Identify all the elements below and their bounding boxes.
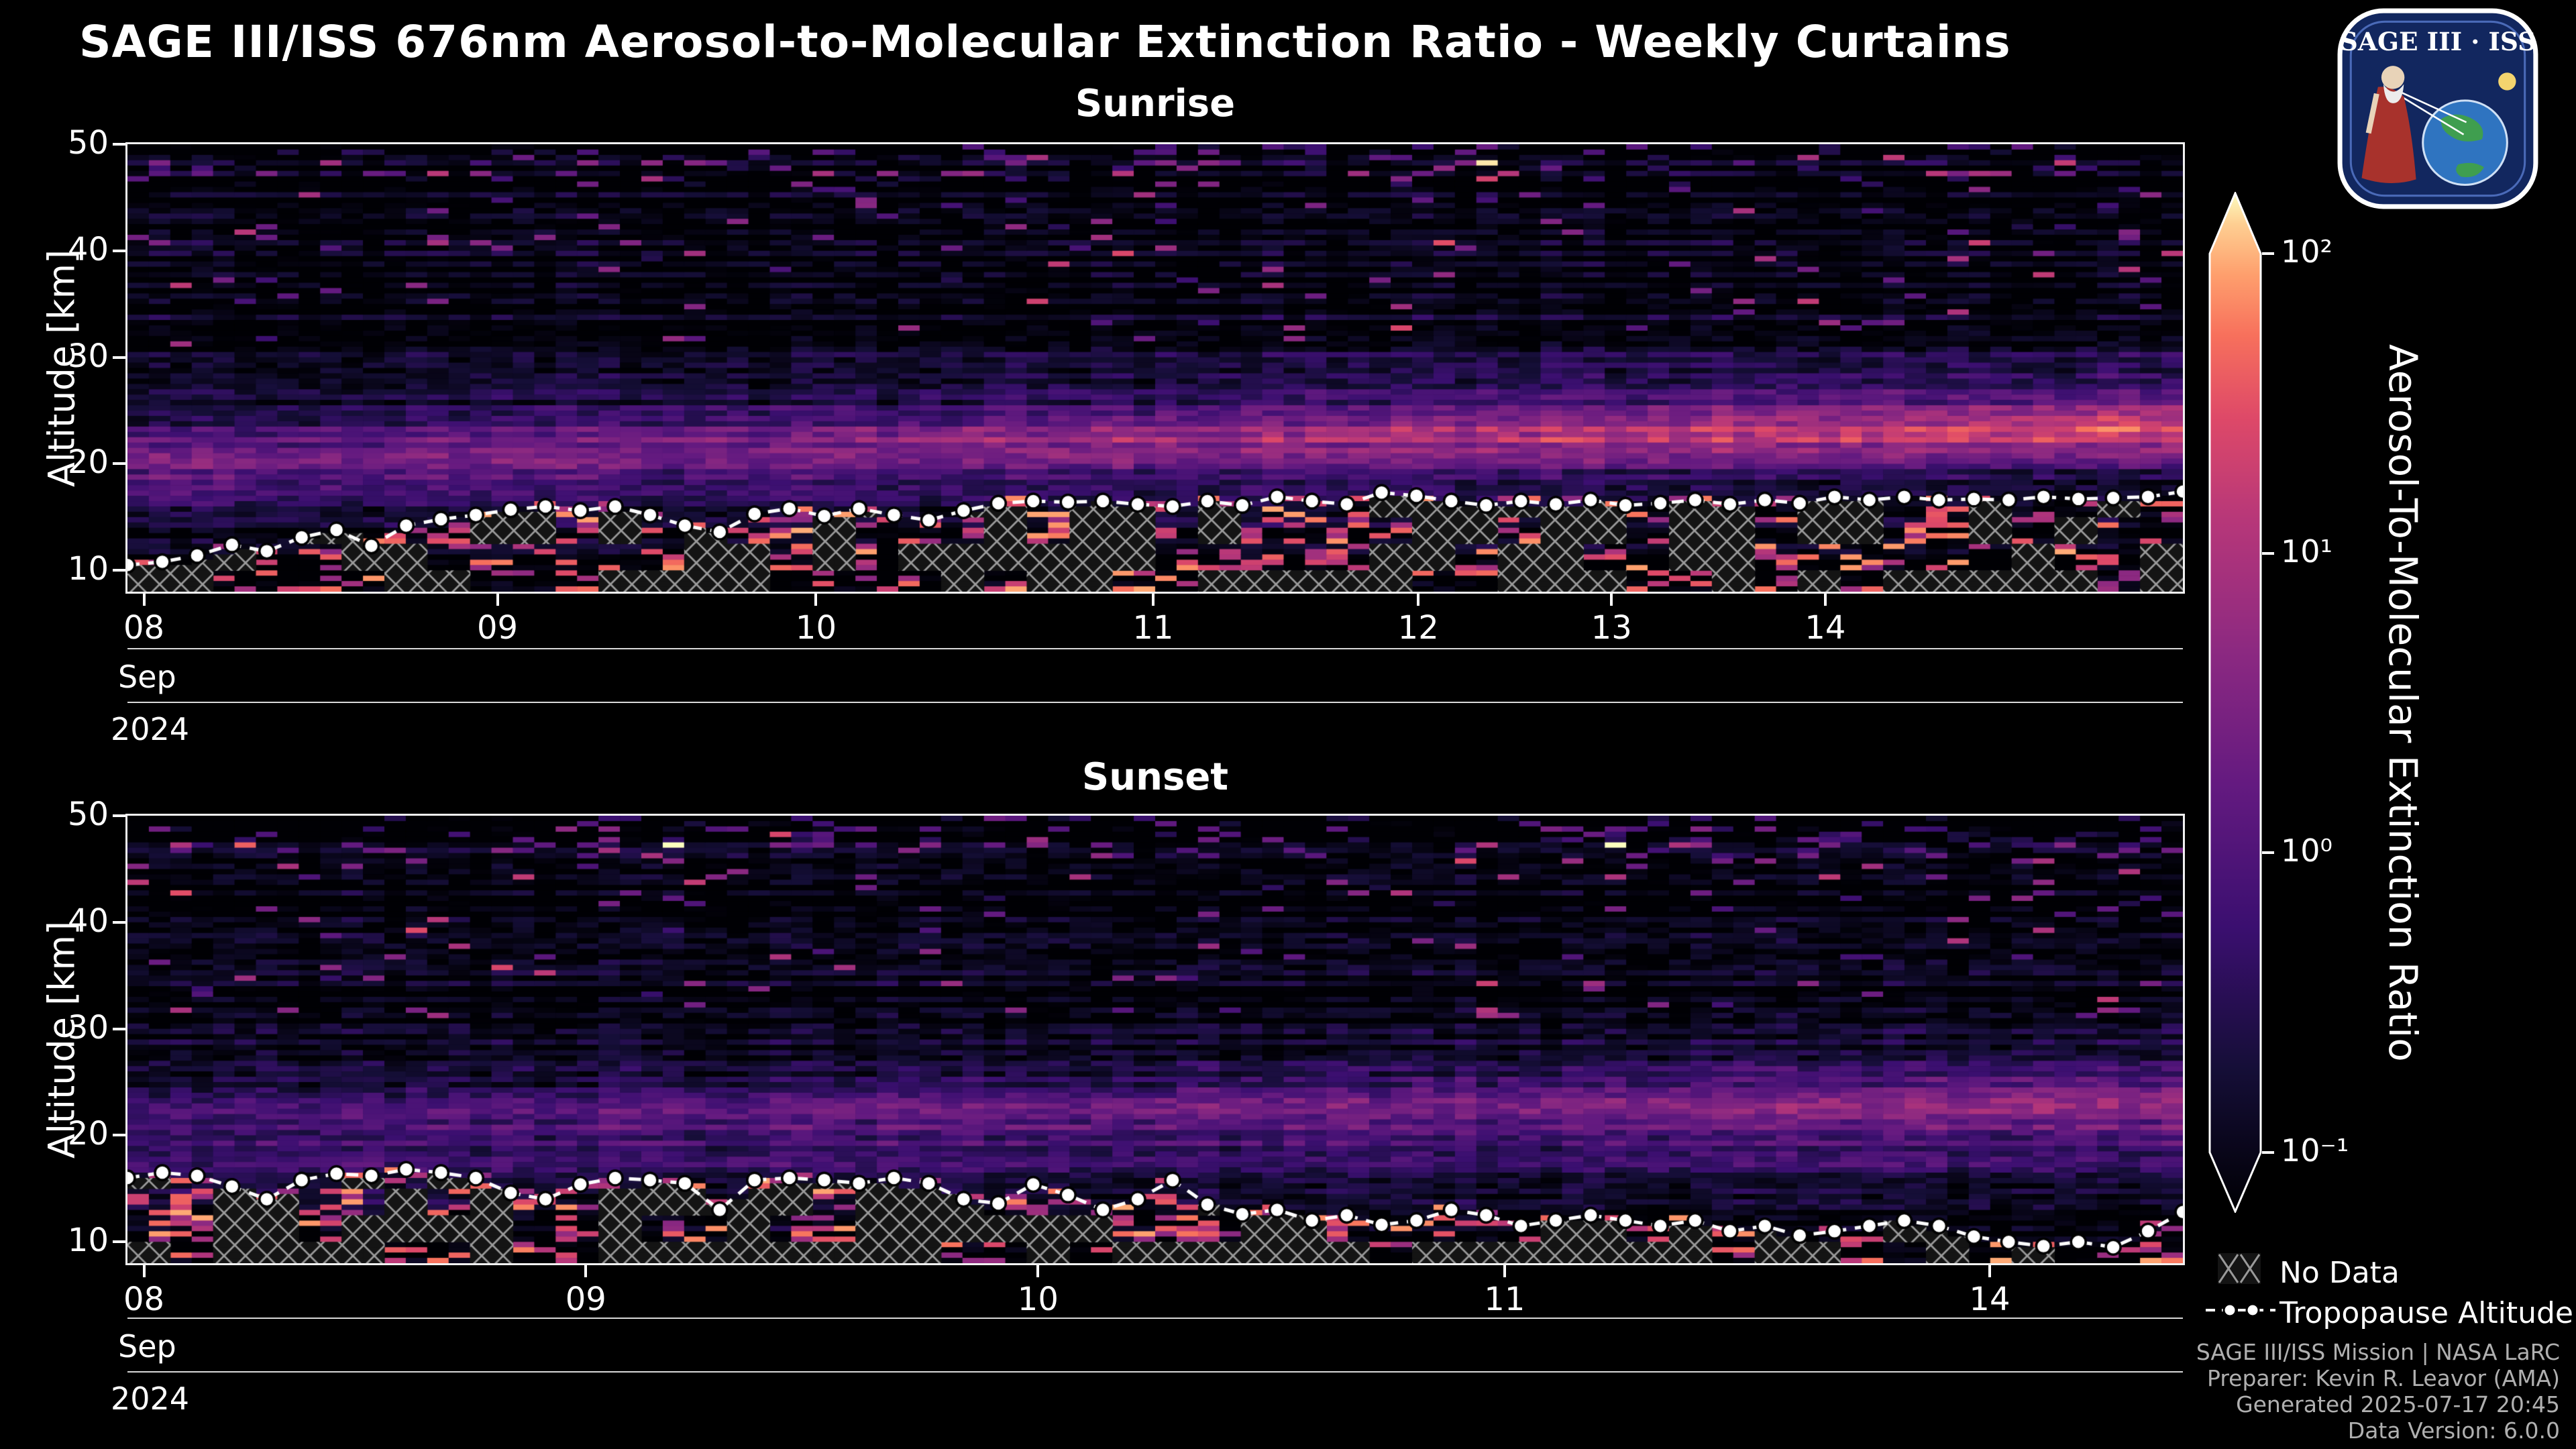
logo-figure-head (2381, 66, 2405, 89)
logo-earth-land (2440, 114, 2483, 142)
x-tick-label: 12 (1397, 609, 1439, 647)
x-tick-mark (584, 1265, 588, 1277)
colorbar-tick-label: 10² (2281, 233, 2332, 270)
y-tick-mark (113, 920, 125, 924)
logo-earth-land2 (2456, 162, 2484, 178)
y-tick-label: 30 (67, 1008, 109, 1046)
x-tick-mark (1610, 594, 1613, 606)
x-tick-mark (1823, 594, 1827, 606)
sunset-heatmap-canvas (125, 814, 2185, 1265)
credit-line: SAGE III/ISS Mission | NASA LaRC (2196, 1339, 2560, 1365)
colorbar-tick-label: 10⁰ (2281, 833, 2332, 869)
x-tick-mark (814, 594, 818, 606)
x-tick-mark (1036, 1265, 1040, 1277)
logo-title: SAGE III · ISS (2340, 27, 2536, 56)
y-tick-label: 40 (67, 902, 109, 940)
x-tick-label: 09 (565, 1281, 606, 1318)
credit-line: Data Version: 6.0.0 (2347, 1417, 2560, 1444)
y-tick-mark (113, 143, 125, 146)
y-tick-mark (113, 814, 125, 817)
x-tick-mark (1988, 1265, 1991, 1277)
y-tick-label: 50 (67, 124, 109, 162)
x-tick-mark (1417, 594, 1420, 606)
y-tick-mark (113, 462, 125, 466)
x-tick-mark (142, 594, 146, 606)
x-tick-label: 09 (476, 609, 519, 647)
y-tick-mark (113, 356, 125, 359)
date-axis-line (127, 1371, 2183, 1373)
x-tick-mark (496, 594, 499, 606)
colorbar (2208, 192, 2262, 1213)
date-axis-line (127, 648, 2183, 649)
page-title: SAGE III/ISS 676nm Aerosol-to-Molecular … (79, 16, 2011, 68)
colorbar-tick-mark (2262, 252, 2274, 255)
y-tick-mark (113, 249, 125, 252)
x-tick-mark (142, 1265, 146, 1277)
no-data-legend-label: No Data (2279, 1256, 2400, 1290)
x-tick-label: 10 (795, 609, 837, 647)
x-tick-label: 14 (1969, 1281, 2010, 1318)
x-tick-label: 11 (1484, 1281, 1525, 1318)
logo-earth-rim (2422, 99, 2508, 186)
y-tick-mark (113, 1240, 125, 1244)
x-tick-label: 10 (1017, 1281, 1059, 1318)
tropopause-legend-label: Tropopause Altitude (2279, 1296, 2574, 1330)
colorbar-tick-label: 10¹ (2281, 533, 2332, 570)
date-axis-line (127, 1318, 2183, 1319)
colorbar-tick-mark (2262, 551, 2274, 555)
date-axis-line (127, 702, 2183, 703)
sunrise-panel-title: Sunrise (1075, 82, 1236, 125)
x-tick-label: 08 (123, 609, 165, 647)
logo-light-rays (2400, 91, 2467, 136)
year-label: 2024 (111, 1381, 190, 1417)
logo-sun-icon (2498, 72, 2516, 91)
y-tick-mark (113, 569, 125, 572)
colorbar-gradient (2208, 192, 2262, 1213)
colorbar-tick-label: 10⁻¹ (2281, 1132, 2349, 1169)
credit-line: Preparer: Kevin R. Leavor (AMA) (2207, 1365, 2560, 1391)
logo-inner-ring (2349, 20, 2526, 197)
sunset-panel-title: Sunset (1081, 755, 1229, 799)
y-tick-label: 30 (67, 337, 109, 375)
x-tick-mark (1503, 1265, 1506, 1277)
y-tick-label: 10 (67, 550, 109, 588)
colorbar-axis-label: Aerosol-To-Molecular Extinction Ratio (2380, 344, 2426, 1062)
logo-figure-arm (2365, 93, 2379, 134)
year-label: 2024 (111, 711, 190, 747)
y-tick-label: 10 (67, 1222, 109, 1260)
y-tick-mark (113, 1134, 125, 1137)
credits-block: SAGE III/ISS Mission | NASA LaRC Prepare… (1878, 1339, 2560, 1444)
x-tick-mark (1151, 594, 1155, 606)
x-tick-label: 11 (1132, 609, 1174, 647)
credit-line: Generated 2025-07-17 20:45 (2236, 1391, 2560, 1417)
y-tick-label: 50 (67, 796, 109, 833)
y-tick-label: 20 (67, 443, 109, 482)
x-tick-label: 14 (1805, 609, 1846, 647)
logo-figure-beard (2383, 84, 2404, 103)
no-data-swatch-icon (2218, 1253, 2261, 1284)
tropopause-line-icon (2206, 1303, 2275, 1318)
colorbar-tick-mark (2262, 1151, 2274, 1154)
month-label: Sep (118, 1328, 176, 1364)
x-tick-label: 13 (1591, 609, 1632, 647)
y-tick-mark (113, 1027, 125, 1030)
x-tick-label: 08 (123, 1281, 165, 1318)
y-tick-label: 40 (67, 230, 109, 268)
sunrise-heatmap-canvas (125, 142, 2185, 594)
colorbar-tick-mark (2262, 851, 2274, 855)
mission-logo: SAGE III · ISS (2337, 8, 2538, 209)
month-label: Sep (118, 659, 176, 695)
y-tick-label: 20 (67, 1115, 109, 1153)
